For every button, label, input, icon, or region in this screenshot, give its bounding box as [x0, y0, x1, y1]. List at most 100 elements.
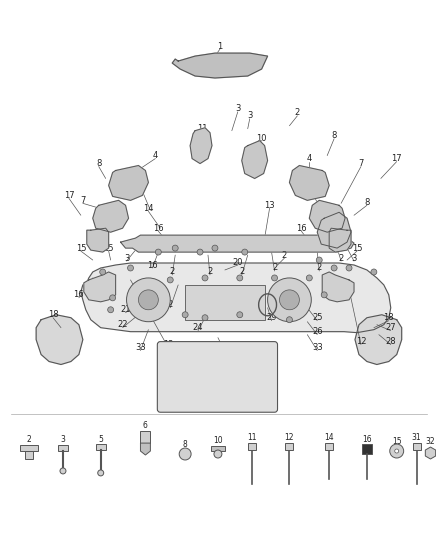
Text: 1: 1 — [217, 42, 223, 51]
Text: 8: 8 — [332, 131, 337, 140]
Text: 3: 3 — [247, 111, 252, 120]
Polygon shape — [87, 228, 109, 252]
Text: 15: 15 — [103, 244, 114, 253]
Text: 15: 15 — [392, 437, 402, 446]
Polygon shape — [309, 200, 345, 232]
Text: 16: 16 — [362, 434, 372, 443]
FancyBboxPatch shape — [157, 342, 278, 412]
Circle shape — [197, 249, 203, 255]
Bar — [25, 451, 33, 459]
Circle shape — [331, 265, 337, 271]
Text: 26: 26 — [312, 327, 322, 336]
Bar — [20, 445, 38, 451]
Bar — [325, 443, 333, 450]
Text: 12: 12 — [285, 433, 294, 442]
Circle shape — [110, 295, 116, 301]
Polygon shape — [120, 235, 354, 252]
Polygon shape — [425, 447, 436, 459]
Polygon shape — [109, 166, 148, 200]
Circle shape — [202, 315, 208, 321]
Bar — [96, 444, 106, 450]
Text: 11: 11 — [197, 124, 207, 133]
Text: 12: 12 — [356, 337, 366, 346]
Text: 23: 23 — [193, 305, 203, 314]
Text: 16: 16 — [296, 224, 307, 233]
Circle shape — [138, 290, 158, 310]
Polygon shape — [329, 228, 351, 252]
Text: 2: 2 — [27, 434, 32, 443]
Circle shape — [179, 448, 191, 460]
Text: 17: 17 — [64, 191, 74, 200]
Circle shape — [371, 269, 377, 275]
Circle shape — [242, 249, 248, 255]
Text: 2: 2 — [170, 268, 175, 277]
Text: 2: 2 — [168, 300, 173, 309]
Text: 12: 12 — [163, 340, 173, 349]
Text: 3: 3 — [235, 104, 240, 114]
Circle shape — [172, 245, 178, 251]
Text: 2: 2 — [295, 108, 300, 117]
Text: 20: 20 — [233, 257, 243, 266]
Circle shape — [167, 277, 173, 283]
Bar — [141, 431, 150, 443]
Polygon shape — [36, 315, 83, 365]
Text: 27: 27 — [385, 323, 396, 332]
Circle shape — [395, 449, 399, 453]
Text: 14: 14 — [325, 433, 334, 442]
Text: 7: 7 — [358, 159, 364, 168]
Text: 15: 15 — [352, 244, 362, 253]
Circle shape — [202, 275, 208, 281]
Text: 16: 16 — [147, 261, 158, 270]
Text: 31: 31 — [412, 433, 421, 442]
Text: 29: 29 — [266, 313, 277, 322]
Text: 4: 4 — [307, 154, 312, 163]
Text: 2: 2 — [239, 268, 244, 277]
Text: 7: 7 — [80, 196, 85, 205]
Text: 33: 33 — [135, 343, 146, 352]
Text: 6: 6 — [143, 421, 148, 430]
Circle shape — [214, 450, 222, 458]
Text: 8: 8 — [282, 285, 287, 294]
Text: 18: 18 — [383, 313, 394, 322]
Circle shape — [98, 470, 104, 476]
Text: 25: 25 — [312, 313, 322, 322]
Circle shape — [212, 245, 218, 251]
Polygon shape — [84, 272, 116, 302]
Circle shape — [108, 307, 113, 313]
Polygon shape — [355, 315, 402, 365]
Circle shape — [237, 275, 243, 281]
Text: 16: 16 — [153, 224, 164, 233]
Polygon shape — [141, 443, 150, 455]
Text: 2: 2 — [339, 254, 344, 263]
Text: 2: 2 — [272, 263, 277, 272]
Circle shape — [100, 269, 106, 275]
Circle shape — [306, 275, 312, 281]
Polygon shape — [322, 272, 354, 302]
Polygon shape — [290, 166, 329, 200]
Text: 30: 30 — [187, 390, 198, 399]
Bar — [211, 446, 225, 451]
Circle shape — [321, 292, 327, 298]
Circle shape — [60, 468, 66, 474]
Text: 33: 33 — [312, 343, 323, 352]
Text: 3: 3 — [60, 434, 65, 443]
Polygon shape — [242, 141, 268, 179]
Text: 3: 3 — [351, 254, 357, 263]
Text: 9: 9 — [302, 171, 307, 180]
Circle shape — [268, 278, 311, 322]
Circle shape — [390, 444, 404, 458]
Text: 3: 3 — [124, 254, 129, 263]
Text: 2: 2 — [317, 263, 322, 272]
Circle shape — [237, 312, 243, 318]
Polygon shape — [317, 212, 351, 248]
Text: 32: 32 — [426, 437, 435, 446]
Text: 10: 10 — [256, 134, 267, 143]
Polygon shape — [81, 263, 391, 333]
Bar — [362, 444, 372, 454]
Circle shape — [155, 249, 161, 255]
Text: 4: 4 — [153, 151, 158, 160]
Text: 2: 2 — [207, 268, 212, 277]
Text: 16: 16 — [74, 290, 84, 300]
Circle shape — [127, 278, 170, 322]
Circle shape — [182, 312, 188, 318]
